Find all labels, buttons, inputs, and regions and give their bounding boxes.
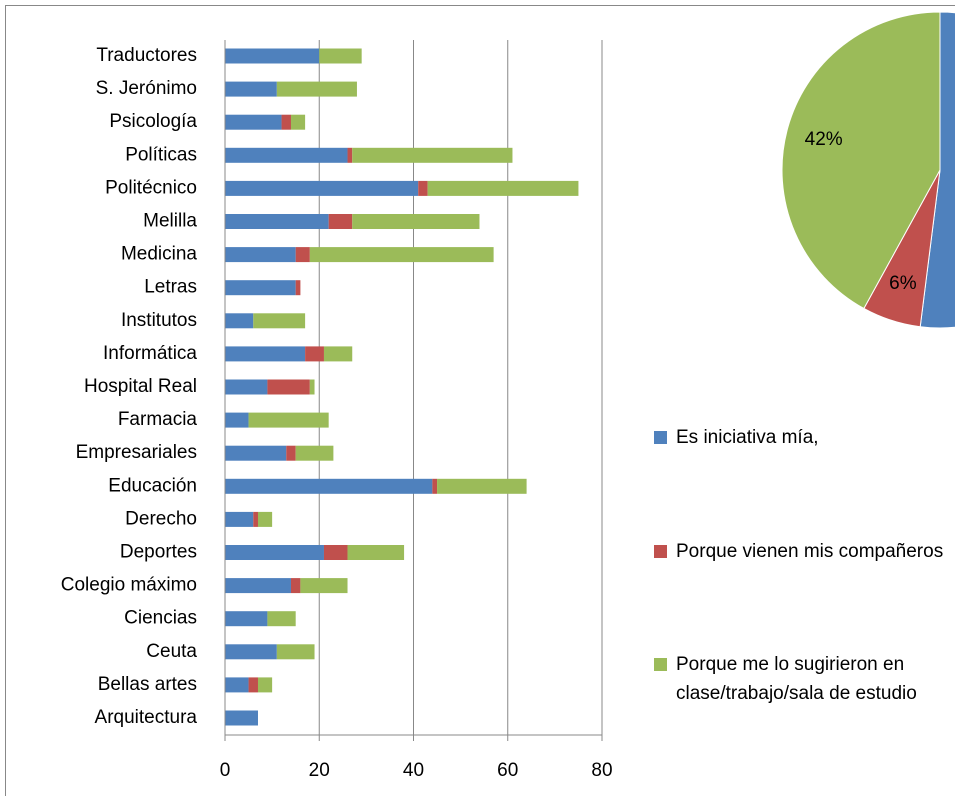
bar: [225, 313, 254, 329]
bar: [248, 412, 329, 428]
bar: [225, 478, 433, 494]
bar: [225, 346, 306, 362]
bar: [267, 379, 310, 395]
bar: [305, 346, 324, 362]
x-tick-label: 60: [497, 760, 518, 781]
bar: [323, 346, 353, 362]
x-tick-label: 20: [309, 760, 330, 781]
y-tick-label: Educación: [108, 475, 197, 496]
legend-label: Porque vienen mis compañeros: [676, 541, 944, 562]
pie-slice: [919, 11, 955, 329]
legend-swatch: [654, 431, 667, 444]
bar: [225, 412, 249, 428]
y-tick-label: Farmacia: [118, 409, 198, 430]
legend-swatch: [654, 658, 667, 671]
y-tick-label: Arquitectura: [95, 707, 198, 728]
y-tick-label: Ceuta: [146, 641, 197, 662]
bar: [257, 511, 273, 527]
y-tick-label: Colegio máximo: [61, 575, 197, 596]
bar: [347, 147, 353, 163]
bar: [225, 677, 249, 693]
y-tick-label: Políticas: [125, 144, 197, 165]
bar: [225, 81, 277, 97]
y-tick-label: Deportes: [120, 542, 197, 563]
bar: [309, 379, 315, 395]
bar: [225, 247, 296, 263]
y-tick-label: Traductores: [96, 45, 197, 66]
bar: [352, 214, 480, 229]
bar: [437, 478, 527, 494]
bar: [253, 313, 306, 329]
legend-label: Porque me lo sugirieron en clase/trabajo…: [676, 654, 917, 704]
y-tick-label: Melilla: [143, 211, 197, 232]
bar: [225, 511, 254, 527]
bar: [276, 81, 357, 97]
legend-item: Es iniciativa mía,: [654, 423, 944, 452]
legend-swatch: [654, 545, 667, 558]
bar: [295, 280, 301, 296]
x-tick-label: 80: [591, 760, 612, 781]
bar: [319, 48, 362, 64]
bar: [225, 578, 291, 594]
legend-label: Es iniciativa mía,: [676, 427, 819, 448]
bar: [295, 247, 310, 263]
data-label: 6%: [889, 273, 917, 294]
bar: [248, 677, 258, 693]
bar: [323, 545, 348, 560]
bar: [276, 644, 315, 660]
y-tick-label: Bellas artes: [98, 674, 197, 695]
bar: [225, 147, 348, 163]
bar: [225, 214, 329, 229]
bar: [281, 114, 291, 130]
bar: [225, 611, 268, 627]
bar: [225, 445, 287, 461]
bar: [257, 677, 273, 693]
y-tick-label: Derecho: [125, 508, 197, 529]
y-tick-label: Hospital Real: [84, 376, 197, 397]
bar: [432, 478, 438, 494]
bar: [225, 644, 277, 660]
bar: [352, 147, 513, 163]
bar: [225, 545, 324, 560]
bar: [328, 214, 353, 229]
bar: [267, 611, 296, 627]
bar: [347, 545, 405, 560]
y-tick-label: Psicología: [109, 111, 197, 132]
bar: [225, 280, 296, 296]
legend-item: Porque vienen mis compañeros: [654, 537, 944, 566]
bar: [225, 114, 282, 130]
y-tick-label: S. Jerónimo: [96, 78, 197, 99]
pie-slice: [781, 11, 941, 310]
bar: [309, 247, 494, 263]
bar: [418, 180, 428, 196]
bar: [225, 180, 419, 196]
y-tick-label: Empresariales: [76, 442, 197, 463]
bar: [253, 511, 258, 527]
bar: [225, 379, 268, 395]
bar: [427, 180, 579, 196]
y-tick-label: Politécnico: [105, 177, 197, 198]
data-label: 42%: [805, 129, 843, 150]
y-tick-label: Medicina: [121, 244, 197, 265]
y-tick-label: Informática: [103, 343, 197, 364]
y-tick-label: Ciencias: [124, 608, 197, 629]
bar: [225, 48, 320, 64]
x-tick-label: 0: [220, 760, 231, 781]
bar: [286, 445, 296, 461]
y-tick-label: Institutos: [121, 310, 197, 331]
y-tick-label: Letras: [144, 277, 197, 298]
bar: [290, 578, 301, 594]
bar: [300, 578, 348, 594]
x-tick-label: 40: [403, 760, 424, 781]
legend-item: Porque me lo sugirieron en clase/trabajo…: [654, 650, 944, 708]
bar: [225, 710, 258, 726]
bar: [295, 445, 334, 461]
bar: [290, 114, 306, 130]
